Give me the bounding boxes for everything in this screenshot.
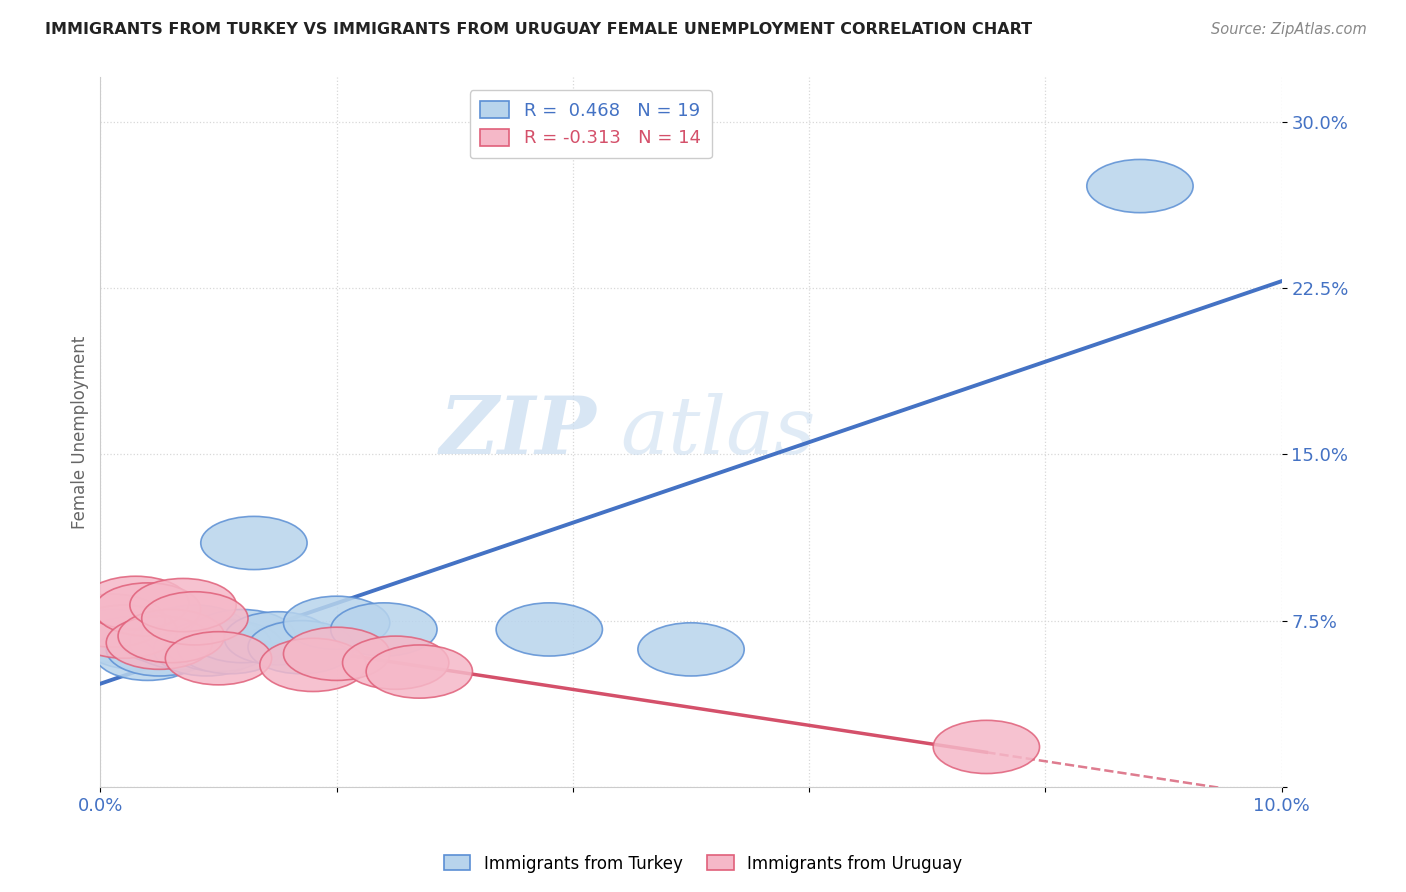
Ellipse shape [166,618,271,672]
Ellipse shape [83,576,188,630]
Ellipse shape [166,632,271,685]
Ellipse shape [107,623,212,676]
Ellipse shape [142,591,247,645]
Ellipse shape [59,609,166,663]
Ellipse shape [284,596,389,649]
Ellipse shape [153,623,260,676]
Ellipse shape [129,616,236,669]
Legend: R =  0.468   N = 19, R = -0.313   N = 14: R = 0.468 N = 19, R = -0.313 N = 14 [470,90,711,158]
Text: Source: ZipAtlas.com: Source: ZipAtlas.com [1211,22,1367,37]
Text: IMMIGRANTS FROM TURKEY VS IMMIGRANTS FROM URUGUAY FEMALE UNEMPLOYMENT CORRELATIO: IMMIGRANTS FROM TURKEY VS IMMIGRANTS FRO… [45,22,1032,37]
Ellipse shape [129,578,236,632]
Ellipse shape [225,612,330,665]
Ellipse shape [366,645,472,698]
Ellipse shape [1087,160,1194,212]
Ellipse shape [94,582,201,636]
Ellipse shape [83,616,188,669]
Ellipse shape [343,636,449,690]
Ellipse shape [247,621,354,673]
Ellipse shape [177,621,284,673]
Ellipse shape [284,627,389,681]
Ellipse shape [59,594,166,648]
Ellipse shape [260,639,366,691]
Ellipse shape [118,609,225,663]
Ellipse shape [201,516,307,570]
Ellipse shape [638,623,744,676]
Ellipse shape [94,627,201,681]
Legend: Immigrants from Turkey, Immigrants from Uruguay: Immigrants from Turkey, Immigrants from … [437,848,969,880]
Ellipse shape [118,612,225,665]
Ellipse shape [70,605,177,658]
Ellipse shape [934,721,1039,773]
Text: ZIP: ZIP [440,393,596,471]
Y-axis label: Female Unemployment: Female Unemployment [72,335,89,529]
Text: atlas: atlas [620,393,815,471]
Ellipse shape [496,603,602,656]
Ellipse shape [188,609,295,663]
Ellipse shape [142,605,247,658]
Ellipse shape [330,603,437,656]
Ellipse shape [107,616,212,669]
